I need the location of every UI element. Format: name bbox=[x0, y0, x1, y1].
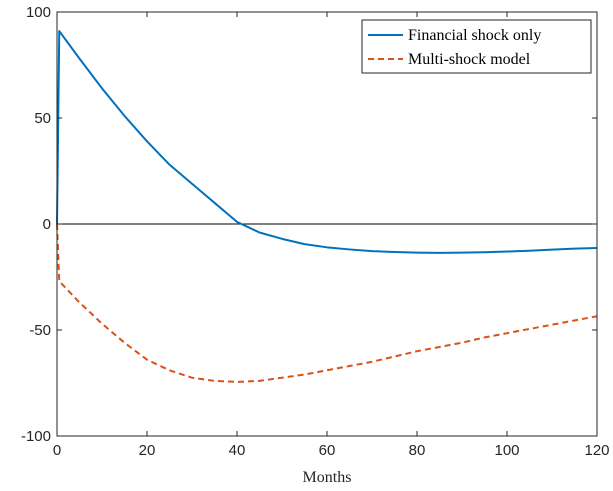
plot-frame bbox=[56, 11, 598, 437]
legend-label-financial-shock-only: Financial shock only bbox=[408, 27, 541, 44]
x-tick-label: 60 bbox=[319, 442, 336, 459]
y-tick-label: 50 bbox=[34, 110, 51, 127]
y-tick-label: -100 bbox=[21, 428, 51, 445]
series-line-financial-shock-only bbox=[56, 30, 598, 254]
series-line-multi-shock-model bbox=[56, 223, 598, 383]
legend-label-multi-shock-model: Multi-shock model bbox=[408, 51, 531, 68]
x-tick-label: 0 bbox=[53, 442, 61, 459]
y-tick-label: -50 bbox=[29, 322, 51, 339]
legend: Financial shock only Multi-shock model bbox=[361, 19, 592, 74]
x-axis-label: Months bbox=[303, 469, 352, 486]
x-tick-label: 40 bbox=[229, 442, 246, 459]
x-tick-label: 100 bbox=[494, 442, 519, 459]
y-tick-label: 100 bbox=[26, 4, 51, 21]
x-tick-label: 120 bbox=[584, 442, 609, 459]
legend-box bbox=[361, 19, 592, 74]
x-tick-label: 80 bbox=[409, 442, 426, 459]
x-tick-label: 20 bbox=[139, 442, 156, 459]
y-tick-label: 0 bbox=[43, 216, 51, 233]
